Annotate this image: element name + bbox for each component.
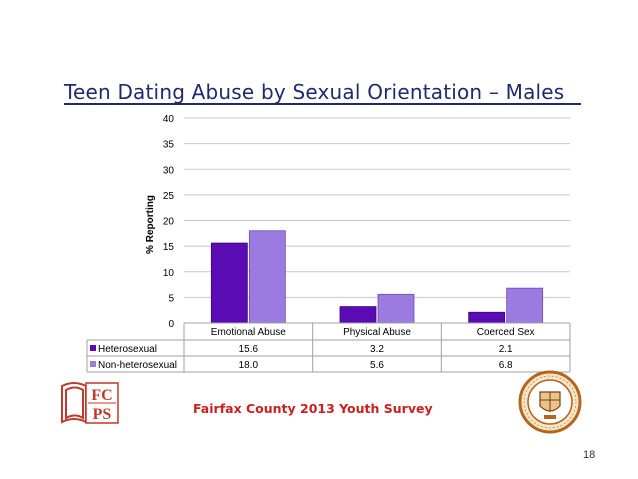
- x-category-label: Physical Abuse: [343, 327, 411, 338]
- x-category-label: Emotional Abuse: [211, 327, 286, 338]
- bar-non-heterosexual: [248, 230, 286, 324]
- x-category-label: Coerced Sex: [477, 327, 535, 338]
- data-label: 18.0: [239, 360, 259, 371]
- y-tick-label: 35: [163, 140, 175, 151]
- y-tick-label: 30: [163, 165, 175, 176]
- legend-swatch: [90, 345, 96, 351]
- y-tick-label: 5: [168, 293, 174, 304]
- county-seal-icon: [518, 370, 582, 439]
- data-label: 15.6: [239, 344, 259, 355]
- y-tick-label: 20: [163, 217, 175, 228]
- title-rule: [64, 103, 581, 105]
- y-tick-label: 0: [168, 319, 174, 330]
- legend-label: Non-heterosexual: [98, 360, 177, 371]
- bar-heterosexual: [468, 311, 506, 324]
- slide-title: Teen Dating Abuse by Sexual Orientation …: [64, 80, 565, 104]
- footer-survey-name: Fairfax County 2013 Youth Survey: [193, 401, 433, 416]
- bar-heterosexual: [339, 306, 377, 324]
- legend-label: Heterosexual: [98, 344, 157, 355]
- y-tick-label: 15: [163, 242, 175, 253]
- bar-heterosexual: [210, 242, 248, 324]
- y-tick-label: 40: [163, 114, 175, 125]
- svg-text:PS: PS: [93, 406, 112, 423]
- data-label: 3.2: [370, 344, 384, 355]
- fcps-logo: FC PS: [60, 378, 120, 433]
- bar-non-heterosexual: [377, 293, 415, 324]
- y-tick-label: 10: [163, 268, 175, 279]
- y-axis-label: % Reporting: [145, 195, 156, 254]
- data-label: 5.6: [370, 360, 384, 371]
- data-label: 6.8: [499, 360, 513, 371]
- page-number: 18: [583, 449, 596, 461]
- svg-text:FC: FC: [91, 387, 112, 404]
- legend-swatch: [90, 361, 96, 367]
- y-tick-label: 25: [163, 191, 175, 202]
- data-label: 2.1: [499, 344, 513, 355]
- bar-non-heterosexual: [506, 287, 544, 324]
